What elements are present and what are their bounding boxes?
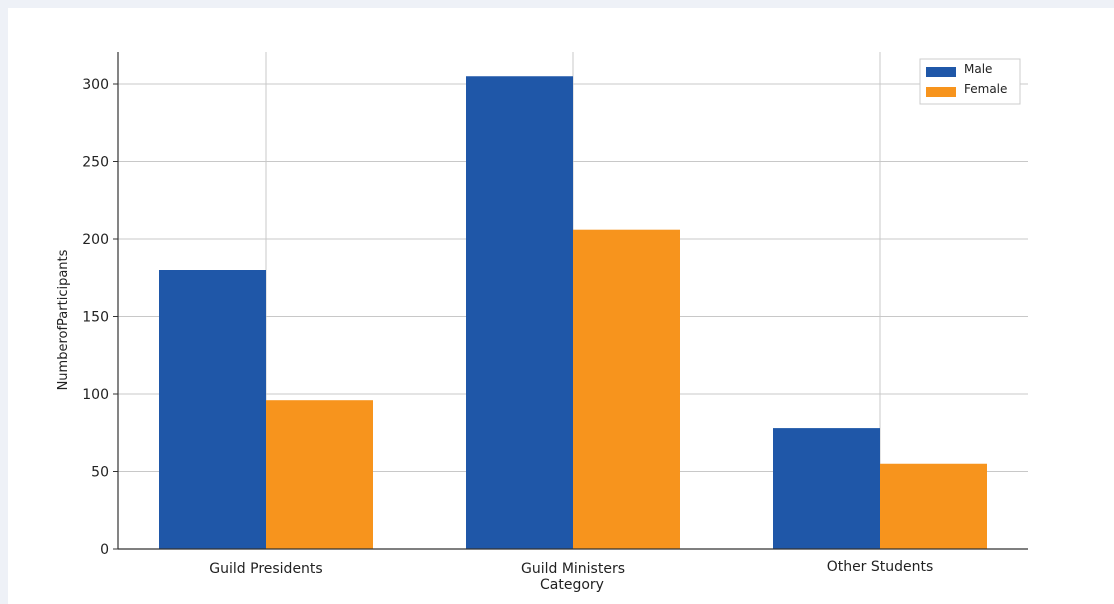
y-tick-label-0: 0 — [100, 542, 109, 558]
legend-swatch-male — [926, 67, 956, 77]
axes — [113, 52, 1028, 550]
legend-label-female: Female — [964, 82, 1007, 96]
x-tick-labels: Guild Presidents Guild Ministers Other Stu… — [209, 559, 933, 577]
y-tick-label-150: 150 — [82, 310, 109, 326]
x-tick-label-0: Guild Presidents — [209, 561, 322, 577]
y-tick-label-300: 300 — [82, 77, 109, 93]
legend-swatch-female — [926, 87, 956, 97]
bar-male-1 — [466, 76, 573, 549]
y-tick-labels: 0 50 100 150 200 250 300 — [82, 77, 109, 558]
x-tick-label-1: Guild Ministers — [521, 561, 625, 577]
bar-female-1 — [573, 229, 680, 549]
bar-female-0 — [266, 400, 373, 549]
legend: Male Female — [919, 58, 1021, 105]
bar-female-2 — [880, 463, 987, 549]
bar-male-0 — [159, 270, 266, 549]
x-axis-label: Category — [540, 577, 604, 593]
y-tick-label-250: 250 — [82, 155, 109, 171]
bars-group — [159, 76, 987, 549]
y-axis-label: NumberofParticipants — [56, 249, 71, 390]
legend-label-male: Male — [964, 62, 992, 76]
y-tick-label-200: 200 — [82, 232, 109, 248]
y-tick-label-100: 100 — [82, 387, 109, 403]
bar-male-2 — [773, 428, 880, 549]
x-tick-label-2: Other Students — [827, 559, 934, 575]
y-tick-label-50: 50 — [91, 465, 109, 481]
